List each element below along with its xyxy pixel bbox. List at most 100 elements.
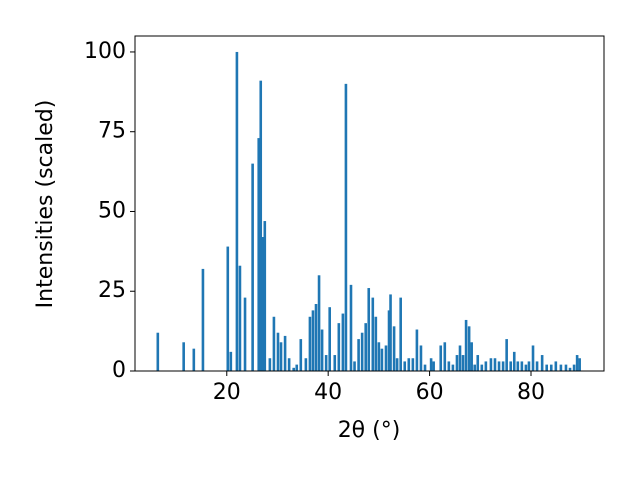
bar [411,358,415,371]
bar [182,342,185,371]
bar [549,364,553,371]
bar [283,335,287,371]
bar [559,364,563,371]
bar [279,342,283,371]
bar [357,339,360,371]
bar [545,364,549,371]
bar [257,138,261,371]
y-tick-label: 50 [98,198,126,223]
bar [484,361,488,371]
bar [429,358,433,371]
bar [501,361,505,371]
bar [512,351,516,371]
bar [317,275,321,371]
bar [447,361,451,371]
bar [192,348,196,371]
bar [578,358,581,371]
bar [443,342,447,371]
bar [458,345,462,371]
bar [399,297,402,371]
bar [509,361,513,371]
bar [337,323,341,371]
bar [259,80,263,372]
bar [461,355,465,371]
bar [432,361,435,371]
bar [497,361,501,371]
bar [480,364,484,371]
bar [235,51,239,371]
bar [419,345,423,371]
bar [470,342,473,371]
bar [371,297,375,371]
bar [505,339,508,371]
bar [276,332,280,371]
bar [238,265,242,371]
bar [304,358,308,371]
plot-frame [134,35,605,372]
bar [324,355,328,371]
bar [374,316,378,371]
bar [407,358,411,371]
bar [349,284,353,371]
bar [524,364,528,371]
bar [328,307,331,371]
bar [451,364,455,371]
bar [516,361,520,371]
bar [341,313,345,371]
bar [226,246,230,371]
bar [268,358,272,371]
bar [299,339,303,371]
bar [344,83,348,371]
bar [403,361,407,371]
bar [392,326,396,371]
bar [333,355,337,371]
bar [493,358,497,371]
bar [243,297,247,371]
bar [314,304,318,371]
x-tick-label: 20 [213,380,241,405]
y-tick-label: 25 [98,278,126,303]
y-tick-label: 0 [112,358,126,383]
bar [554,361,558,371]
bar [380,348,384,371]
bar [292,367,295,371]
bar [423,364,427,371]
bar [464,319,468,371]
bar [489,358,493,371]
bar [367,288,371,371]
bar [531,345,535,371]
bar [572,364,576,371]
bar [395,358,399,371]
bar [251,163,254,371]
bar [364,323,367,371]
bar [272,316,276,371]
x-tick-label: 60 [416,380,444,405]
bar [320,329,324,371]
bar [229,351,233,371]
bar [520,361,524,371]
bar [439,345,443,371]
bar [540,355,544,371]
y-axis-label: Intensities (scaled) [33,100,58,309]
bar [377,342,381,371]
x-axis-label: 2θ (°) [338,418,401,443]
bar [156,332,160,371]
bar [527,361,531,371]
x-tick-label: 40 [314,380,342,405]
bar [535,361,539,371]
bar [263,221,267,371]
bar [467,326,471,371]
bar [295,364,299,371]
bar [360,332,364,371]
bar [564,364,568,371]
bar [476,355,480,371]
bar [311,310,315,371]
bar [384,345,388,371]
bar [415,329,419,371]
bar [308,316,312,371]
bar [201,268,205,371]
x-tick-label: 80 [517,380,545,405]
bar [261,237,265,371]
bar [455,355,459,371]
